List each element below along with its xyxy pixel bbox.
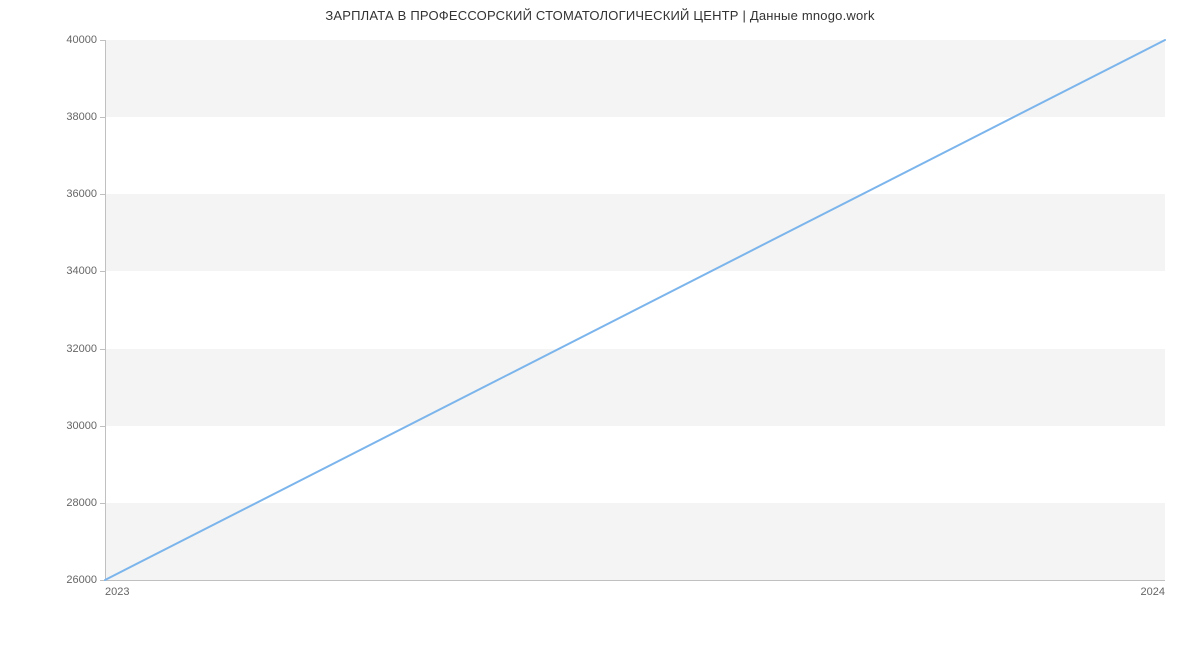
x-tick-label: 2024 — [1141, 586, 1165, 598]
y-tick-label: 40000 — [66, 34, 97, 46]
x-tick-label: 2023 — [105, 586, 129, 598]
y-tick-label: 34000 — [66, 265, 97, 277]
y-tick-label: 26000 — [66, 574, 97, 586]
series-line — [105, 40, 1165, 580]
y-tick-label: 38000 — [66, 111, 97, 123]
y-tick-label: 36000 — [66, 188, 97, 200]
y-tick-label: 30000 — [66, 420, 97, 432]
x-axis-line — [105, 580, 1165, 581]
chart-title: ЗАРПЛАТА В ПРОФЕССОРСКИЙ СТОМАТОЛОГИЧЕСК… — [0, 8, 1200, 23]
salary-chart: ЗАРПЛАТА В ПРОФЕССОРСКИЙ СТОМАТОЛОГИЧЕСК… — [0, 0, 1200, 650]
y-tick-label: 28000 — [66, 497, 97, 509]
series-layer — [105, 40, 1165, 580]
y-tick-label: 32000 — [66, 343, 97, 355]
plot-area: 2600028000300003200034000360003800040000… — [105, 40, 1165, 580]
